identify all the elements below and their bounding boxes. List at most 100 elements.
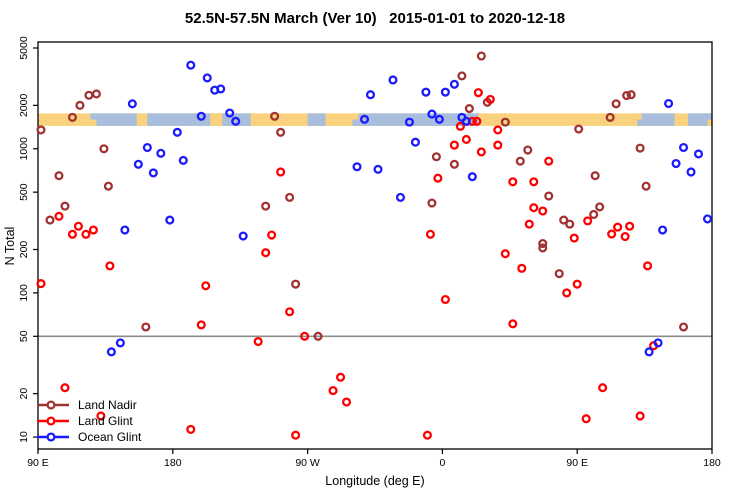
y-axis-label: N Total: [3, 226, 17, 266]
data-point-land-nadir: [589, 209, 599, 220]
data-point-ocean-glint: [115, 338, 125, 348]
data-point-land-glint: [493, 125, 503, 135]
data-point-land-glint: [583, 216, 593, 226]
data-point-land-glint: [625, 221, 635, 231]
data-point-ocean-glint: [373, 164, 383, 174]
data-point-ocean-glint: [148, 168, 158, 178]
data-point-land-glint: [433, 173, 443, 183]
data-point-ocean-glint: [664, 98, 674, 109]
data-point-land-nadir: [60, 201, 70, 211]
data-point-land-nadir: [449, 159, 459, 169]
legend-row-land-glint: Land Glint: [36, 413, 141, 429]
data-point-land-nadir: [84, 90, 94, 100]
data-point-land-glint: [261, 248, 271, 258]
data-point-land-nadir: [605, 112, 615, 122]
map-band-shore-speckle: [90, 113, 97, 120]
data-point-land-glint: [67, 229, 77, 239]
data-point-land-nadir: [641, 181, 651, 191]
data-point-ocean-glint: [421, 87, 431, 97]
data-point-land-nadir: [590, 171, 600, 181]
data-point-ocean-glint: [644, 347, 654, 357]
data-point-land-nadir: [635, 143, 645, 153]
data-point-land-glint: [635, 411, 645, 421]
y-tick-label: 200: [18, 241, 30, 259]
data-point-land-glint: [643, 261, 653, 271]
legend: Land Nadir Land Glint Ocean Glint: [36, 397, 141, 445]
data-point-land-glint: [449, 140, 459, 150]
y-tick-label: 20: [18, 388, 30, 400]
data-point-ocean-glint: [653, 338, 663, 348]
map-band-ocean-segment: [96, 113, 137, 126]
ocean-glint-marker-icon: [37, 432, 69, 442]
data-point-land-glint: [341, 397, 352, 407]
data-point-land-glint: [562, 288, 572, 298]
data-point-land-nadir: [261, 201, 271, 211]
data-point-land-nadir: [626, 90, 636, 100]
land-nadir-marker-icon: [37, 400, 69, 410]
land-glint-marker-icon: [37, 416, 69, 426]
legend-label: Land Glint: [78, 414, 133, 428]
legend-row-land-nadir: Land Nadir: [36, 397, 141, 413]
data-point-land-nadir: [574, 124, 584, 134]
data-point-land-glint: [422, 430, 432, 440]
data-point-land-nadir: [313, 331, 323, 341]
data-point-land-glint: [572, 279, 582, 289]
data-point-land-glint: [620, 231, 630, 242]
data-point-ocean-glint: [395, 192, 406, 202]
data-point-ocean-glint: [702, 214, 713, 224]
data-point-land-glint: [276, 167, 286, 177]
data-point-ocean-glint: [365, 90, 376, 100]
map-band-ocean-segment: [358, 113, 479, 126]
data-point-land-nadir: [595, 202, 605, 212]
data-point-land-nadir: [103, 181, 113, 191]
data-point-ocean-glint: [410, 137, 420, 147]
data-point-ocean-glint: [106, 347, 116, 357]
data-point-land-glint: [88, 225, 98, 235]
data-point-land-glint: [508, 177, 518, 187]
data-point-ocean-glint: [404, 117, 414, 127]
y-tick-label: 2000: [18, 94, 30, 118]
data-point-ocean-glint: [120, 225, 130, 235]
data-point-land-glint: [607, 229, 617, 239]
data-point-ocean-glint: [231, 116, 241, 126]
data-point-ocean-glint: [686, 167, 696, 177]
data-point-ocean-glint: [216, 84, 226, 94]
data-point-land-nadir: [427, 198, 437, 208]
data-point-land-nadir: [554, 269, 564, 279]
data-point-land-glint: [267, 230, 277, 240]
data-point-land-glint: [253, 336, 263, 347]
data-point-land-nadir: [464, 104, 474, 114]
data-point-land-nadir: [431, 152, 441, 162]
x-tick-label: 90 W: [295, 457, 320, 469]
data-point-ocean-glint: [178, 155, 188, 165]
data-point-land-glint: [485, 94, 495, 104]
data-point-land-glint: [524, 219, 534, 229]
data-point-land-glint: [81, 229, 91, 239]
map-band-shore-speckle: [478, 113, 485, 120]
y-tick-label: 50: [18, 330, 30, 342]
data-point-land-glint: [73, 221, 83, 231]
data-point-land-nadir: [678, 322, 689, 332]
legend-label: Ocean Glint: [78, 430, 142, 444]
data-point-land-nadir: [565, 219, 575, 229]
legend-row-ocean-glint: Ocean Glint: [36, 429, 141, 445]
chart-title: 52.5N-57.5N March (Ver 10) 2015-01-01 to…: [184, 10, 566, 27]
data-point-land-glint: [105, 261, 115, 271]
data-point-land-nadir: [291, 279, 301, 289]
data-point-land-glint: [472, 116, 482, 126]
map-band-shore-speckle: [136, 119, 142, 126]
data-point-ocean-glint: [449, 79, 459, 89]
y-tick-label: 500: [18, 183, 30, 201]
data-point-land-glint: [300, 331, 310, 341]
data-point-ocean-glint: [238, 231, 248, 241]
data-point-ocean-glint: [359, 114, 370, 124]
data-point-ocean-glint: [165, 215, 175, 225]
data-point-land-nadir: [622, 90, 632, 101]
data-point-land-nadir: [611, 99, 621, 109]
data-point-land-glint: [36, 279, 46, 289]
data-point-land-glint: [500, 249, 510, 259]
data-point-land-glint: [186, 424, 196, 434]
data-point-ocean-glint: [352, 162, 362, 172]
data-point-ocean-glint: [671, 158, 681, 169]
